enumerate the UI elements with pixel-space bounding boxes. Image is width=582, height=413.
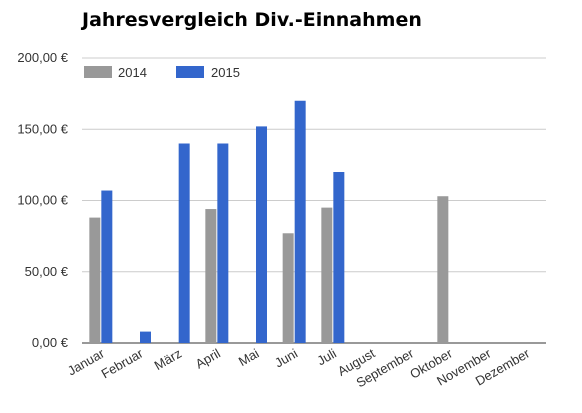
bar-2015-mai [256,126,267,344]
bar-2014-januar [89,217,101,343]
y-tick-label: 200,00 € [17,50,68,65]
y-tick-label: 150,00 € [17,121,68,136]
x-tick-label: März [152,346,185,373]
bar-2015-juni [294,100,306,343]
bar-2014-april [205,209,217,343]
x-tick-label: Mai [236,346,262,370]
bar-2015-märz [178,143,190,343]
x-tick-label: April [193,346,223,372]
bar-2014-juli [321,207,333,343]
y-tick-label: 100,00 € [17,193,68,208]
bar-2015-februar [140,331,151,343]
legend-label-2014: 2014 [118,65,147,80]
x-tick-label: Juni [272,346,300,371]
legend-swatch-2015 [176,66,204,78]
bar-2014-oktober [437,196,449,343]
legend-swatch-2014 [84,66,112,78]
y-tick-label: 50,00 € [25,264,69,279]
legend-label-2015: 2015 [211,65,240,80]
bar-2015-april [217,143,229,343]
bar-2014-juni [282,233,294,343]
x-tick-label: Februar [99,345,147,381]
bar-2015-juli [333,172,345,343]
chart-title: Jahresvergleich Div.-Einnahmen [82,9,422,31]
y-tick-label: 0,00 € [32,335,69,350]
bar-2015-januar [101,190,113,343]
